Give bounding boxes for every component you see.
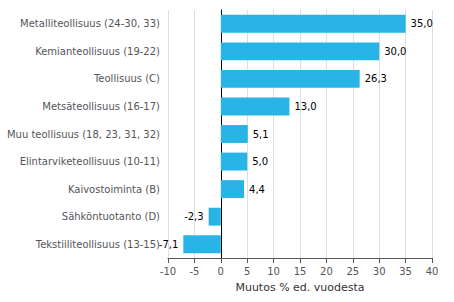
svg-text:0: 0 [218,266,224,277]
svg-text:25: 25 [346,266,359,277]
svg-text:5,0: 5,0 [252,156,268,167]
svg-text:40: 40 [426,266,439,277]
svg-text:Metsäteollisuus (16-17): Metsäteollisuus (16-17) [42,101,160,112]
svg-text:Sähköntuotanto (D): Sähköntuotanto (D) [62,211,160,222]
svg-text:13,0: 13,0 [294,101,316,112]
svg-text:30: 30 [373,266,386,277]
svg-text:-10: -10 [160,266,176,277]
svg-text:26,3: 26,3 [365,73,387,84]
svg-text:Muu teollisuus (18, 23, 31, 32: Muu teollisuus (18, 23, 31, 32) [7,129,160,140]
svg-text:Elintarviketeollisuus (10-11): Elintarviketeollisuus (10-11) [20,156,160,167]
svg-text:15: 15 [294,266,307,277]
svg-text:Tekstiiliteollisuus (13-15): Tekstiiliteollisuus (13-15) [35,239,160,250]
svg-text:10: 10 [267,266,280,277]
svg-text:Muutos % ed. vuodesta: Muutos % ed. vuodesta [235,281,364,294]
svg-text:20: 20 [320,266,333,277]
svg-text:5,1: 5,1 [253,129,269,140]
svg-text:4,4: 4,4 [249,184,265,195]
svg-text:-5: -5 [189,266,199,277]
svg-text:Teollisuus (C): Teollisuus (C) [93,73,160,84]
svg-text:35: 35 [399,266,412,277]
svg-text:30,0: 30,0 [384,46,406,57]
svg-text:35,0: 35,0 [411,18,433,29]
svg-text:Metalliteollisuus (24-30, 33): Metalliteollisuus (24-30, 33) [20,18,160,29]
svg-text:Kemianteollisuus (19-22): Kemianteollisuus (19-22) [35,46,160,57]
svg-text:-7,1: -7,1 [159,239,179,250]
svg-text:-2,3: -2,3 [184,211,204,222]
svg-text:5: 5 [244,266,250,277]
svg-text:Kaivostoiminta (B): Kaivostoiminta (B) [68,184,160,195]
